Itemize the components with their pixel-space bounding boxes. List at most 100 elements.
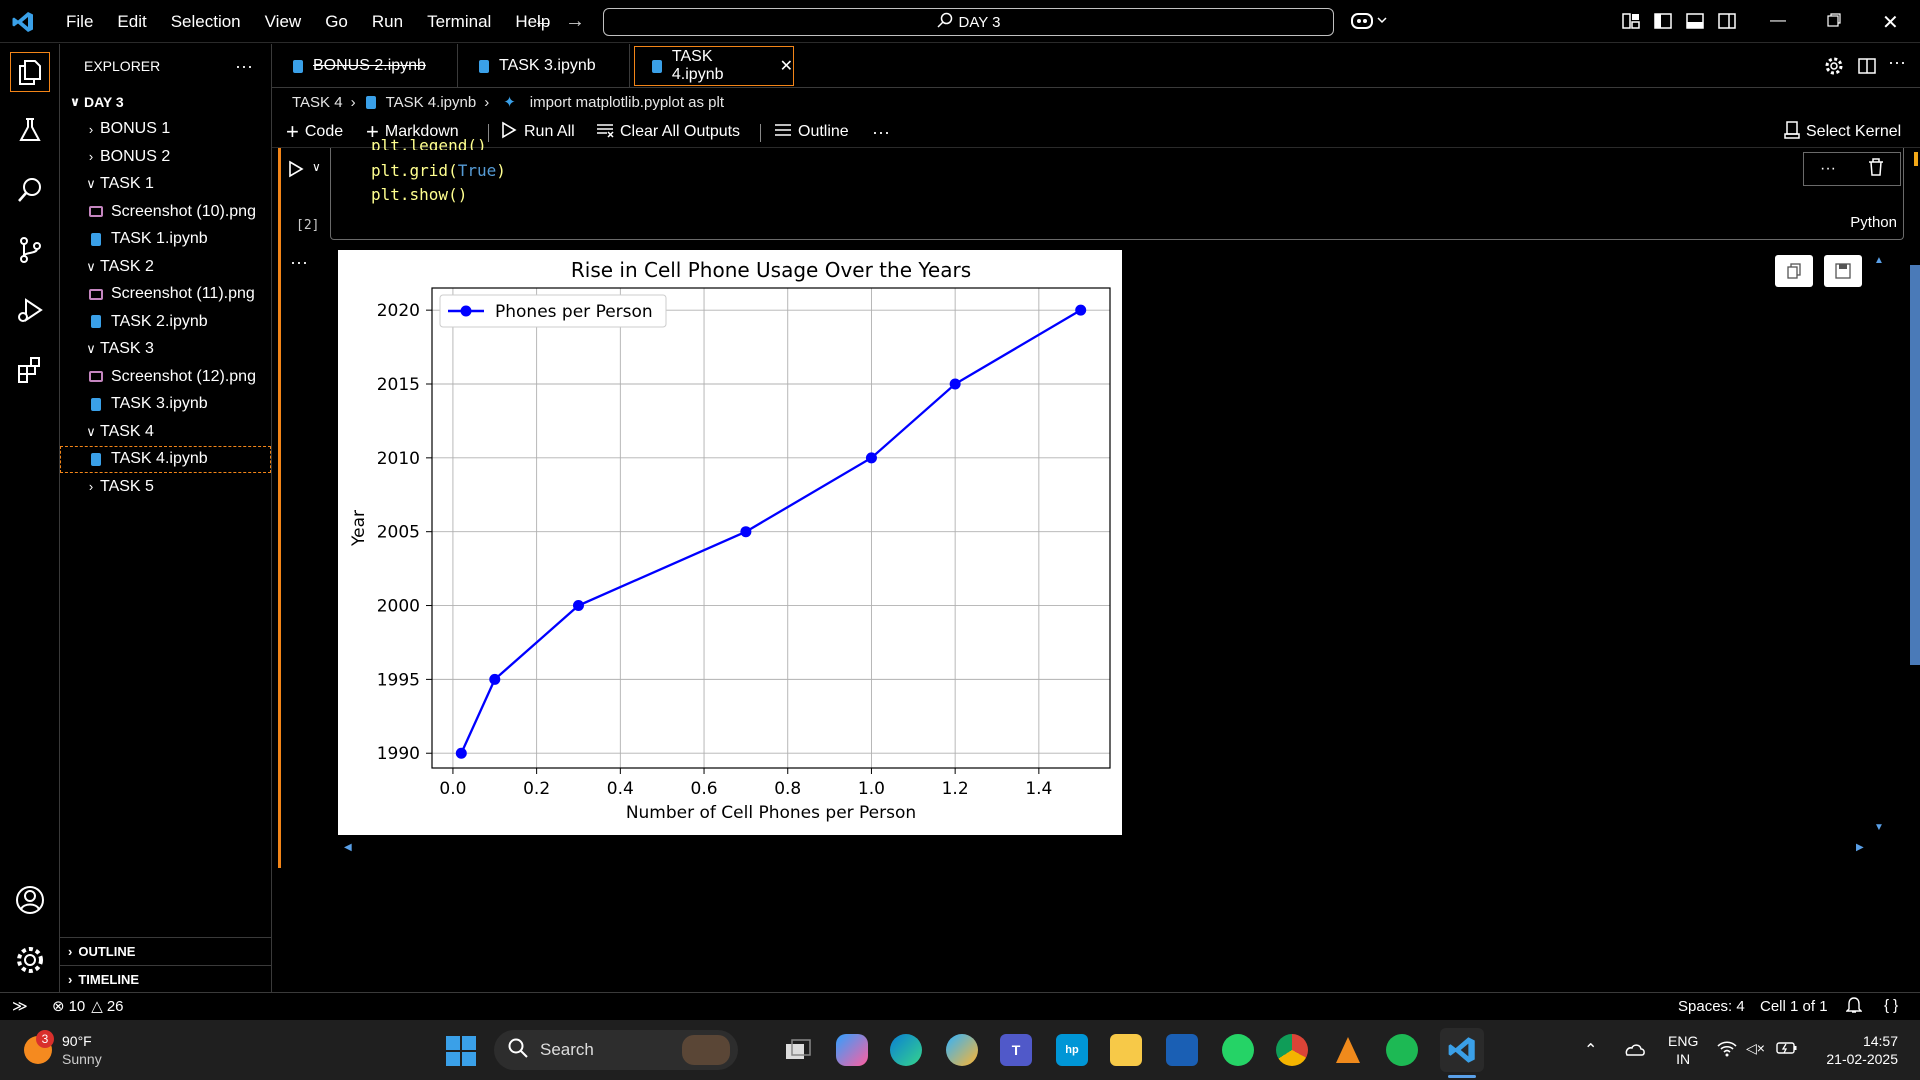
menu-view[interactable]: View [264,12,302,31]
command-center[interactable]: DAY 3 [603,8,1334,36]
testing-flask-icon[interactable] [10,110,50,150]
more-actions-icon[interactable]: ··· [235,55,253,76]
weather-widget[interactable]: 3 90°F Sunny [24,1030,102,1068]
menu-edit[interactable]: Edit [117,12,147,31]
run-debug-icon[interactable] [10,290,50,330]
vertical-scrollbar[interactable] [1910,265,1920,665]
minimize-icon[interactable]: — [1770,12,1786,29]
myhp-icon[interactable]: hp [1056,1034,1088,1066]
restore-icon[interactable] [1826,12,1842,33]
extensions-icon[interactable] [10,350,50,390]
menu-run[interactable]: Run [371,12,404,31]
search-icon[interactable] [10,170,50,210]
menu-go[interactable]: Go [325,12,348,31]
toggle-panel-icon[interactable] [1686,12,1704,35]
tree-folder-task-5[interactable]: › TASK 5 [60,473,271,501]
tab-bonus-2[interactable]: BONUS 2.ipynb [272,44,458,88]
toggle-secondary-sidebar-icon[interactable] [1718,12,1736,35]
onedrive-icon[interactable] [1622,1040,1646,1063]
indentation-status[interactable]: Spaces: 4 [1678,998,1745,1015]
copilot-icon[interactable] [1350,10,1390,37]
tree-file-screenshot-12[interactable]: Screenshot (12).png [60,363,271,391]
vlc-icon[interactable] [1332,1034,1364,1066]
tree-folder-task-3[interactable]: ∨ TASK 3 [60,336,271,364]
chrome-icon[interactable] [1276,1034,1308,1066]
remote-icon[interactable]: ≫ [12,998,28,1015]
edge-icon[interactable] [890,1034,922,1066]
more-actions-icon[interactable]: ··· [1888,52,1906,72]
explorer-icon[interactable] [10,52,50,92]
tree-file-task-2-ipynb[interactable]: TASK 2.ipynb [60,308,271,336]
file-explorer-icon[interactable] [1110,1034,1142,1066]
customize-layout-icon[interactable] [1622,12,1640,35]
toggle-sidebar-icon[interactable] [1654,12,1672,35]
save-output-button[interactable] [1824,255,1862,287]
tree-folder-task-4[interactable]: ∨ TASK 4 [60,418,271,446]
add-markdown-button[interactable]: + Markdown [366,116,459,148]
tree-file-task-3-ipynb[interactable]: TASK 3.ipynb [60,391,271,419]
copy-output-button[interactable] [1775,255,1813,287]
scroll-up-icon[interactable]: ▲ [1874,255,1884,266]
task-view-icon[interactable] [782,1034,814,1066]
run-all-button[interactable]: Run All [500,116,575,148]
breadcrumb-item[interactable]: import matplotlib.pyplot as plt [529,93,725,111]
gear-icon[interactable] [10,940,50,980]
spotify-icon[interactable] [1386,1034,1418,1066]
code-cell-editor[interactable]: plt.legend() plt.grid(True) plt.show() ·… [330,136,1904,240]
windows-start-icon[interactable] [446,1036,476,1071]
close-tab-icon[interactable]: ✕ [779,58,793,75]
scroll-down-icon[interactable]: ▼ [1874,822,1884,833]
tree-folder-task-1[interactable]: ∨ TASK 1 [60,171,271,199]
breadcrumb-item[interactable]: TASK 4.ipynb [385,93,477,111]
tree-folder-bonus-2[interactable]: › BONUS 2 [60,143,271,171]
tree-folder-bonus-1[interactable]: › BONUS 1 [60,116,271,144]
vscode-taskbar-icon[interactable] [1440,1028,1484,1072]
tree-file-screenshot-11[interactable]: Screenshot (11).png [60,281,271,309]
tree-file-task-4-ipynb[interactable]: TASK 4.ipynb [60,445,271,473]
copilot-app-icon[interactable] [836,1034,868,1066]
system-clock[interactable]: 14:57 21-02-2025 [1816,1032,1898,1068]
problems-indicator[interactable]: ⊗ 10 △ 26 [52,997,124,1016]
menu-file[interactable]: File [66,12,94,31]
tree-folder-task-2[interactable]: ∨ TASK 2 [60,253,271,281]
teams-icon[interactable]: T [1000,1034,1032,1066]
trash-icon[interactable] [1868,157,1884,181]
timeline-section[interactable]: › TIMELINE [60,965,271,993]
scroll-left-icon[interactable]: ◀ [344,842,352,853]
bell-icon[interactable] [1845,996,1863,1018]
close-window-icon[interactable]: ✕ [1882,12,1899,34]
more-actions-icon[interactable]: ··· [872,121,890,142]
source-control-icon[interactable] [10,230,50,270]
tree-file-screenshot-10[interactable]: Screenshot (10).png [60,198,271,226]
taskbar-search[interactable]: Search [494,1030,738,1070]
back-arrow-icon[interactable]: ← [533,10,553,32]
tab-task-3[interactable]: TASK 3.ipynb [458,44,630,88]
split-editor-icon[interactable] [1857,56,1877,81]
menu-help[interactable]: Help [515,12,551,31]
battery-icon[interactable] [1776,1040,1798,1061]
forward-arrow-icon[interactable]: → [565,10,585,32]
clear-outputs-button[interactable]: Clear All Outputs [596,116,740,148]
store-icon[interactable] [1166,1034,1198,1066]
menu-terminal[interactable]: Terminal [427,12,492,31]
whatsapp-icon[interactable] [1222,1034,1254,1066]
chevron-down-icon[interactable]: ∨ [312,160,321,174]
tab-task-4[interactable]: TASK 4.ipynb ✕ [634,46,794,86]
breadcrumb-item[interactable]: TASK 4 [292,93,343,111]
folder-root[interactable]: ∨ DAY 3 [60,88,271,116]
edge-beta-icon[interactable] [946,1034,978,1066]
volume-muted-icon[interactable]: ◁× [1746,1040,1765,1056]
gear-icon[interactable] [1824,56,1844,81]
cell-language[interactable]: Python [1850,214,1897,231]
account-icon[interactable] [10,880,50,920]
wifi-icon[interactable] [1716,1038,1738,1063]
more-actions-icon[interactable]: ··· [1820,160,1836,177]
menu-selection[interactable]: Selection [170,12,241,31]
braces-icon[interactable]: { } [1884,997,1899,1014]
outline-button[interactable]: Outline [774,116,849,148]
cell-status[interactable]: Cell 1 of 1 [1760,998,1828,1015]
chevron-up-icon[interactable]: ⌃ [1584,1042,1598,1059]
select-kernel-button[interactable]: Select Kernel [1784,116,1901,148]
input-language[interactable]: ENG IN [1668,1032,1698,1068]
more-actions-icon[interactable]: ··· [290,252,308,272]
